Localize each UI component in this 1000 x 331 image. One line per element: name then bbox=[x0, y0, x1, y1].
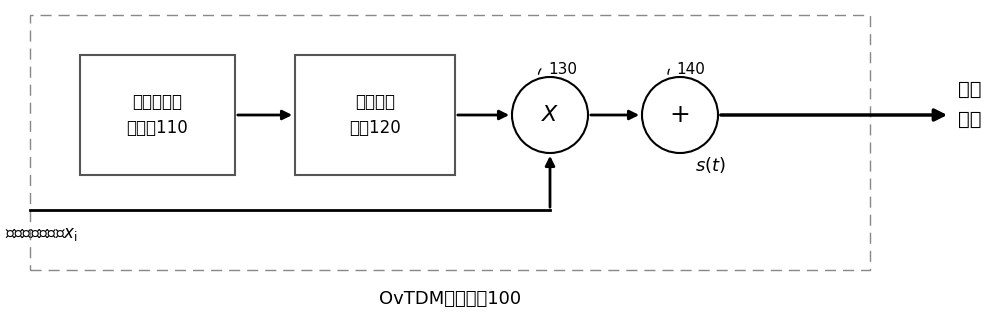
Text: 发射: 发射 bbox=[958, 80, 982, 99]
Bar bbox=[30, 15, 870, 270]
Circle shape bbox=[512, 77, 588, 153]
Text: +: + bbox=[670, 103, 690, 127]
Circle shape bbox=[642, 77, 718, 153]
Bar bbox=[80, 55, 235, 175]
Text: 移位寄存
单元120: 移位寄存 单元120 bbox=[349, 93, 401, 136]
Text: 数字波形发
生单元110: 数字波形发 生单元110 bbox=[127, 93, 188, 136]
Text: 140: 140 bbox=[676, 62, 705, 77]
Text: OvTDM调制模块100: OvTDM调制模块100 bbox=[379, 290, 521, 308]
Text: X: X bbox=[542, 105, 558, 125]
Text: $s(t)$: $s(t)$ bbox=[695, 155, 726, 175]
Text: 信号: 信号 bbox=[958, 110, 982, 129]
Text: 130: 130 bbox=[548, 62, 577, 77]
Bar bbox=[295, 55, 455, 175]
Text: 输入数据序列：$x_{\mathrm{i}}$: 输入数据序列：$x_{\mathrm{i}}$ bbox=[5, 225, 78, 243]
